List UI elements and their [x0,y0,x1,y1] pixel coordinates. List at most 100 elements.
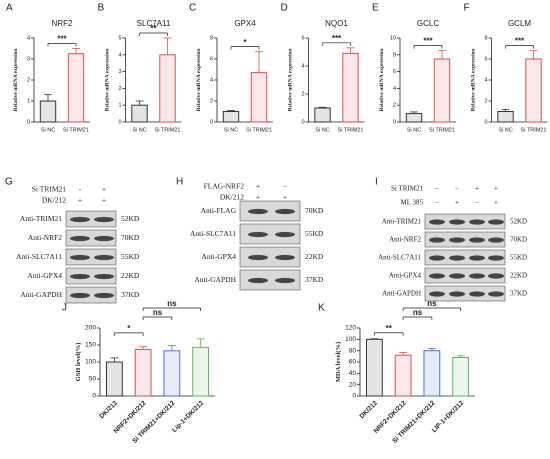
y-tick-label: 8 [484,35,487,41]
size-label: 55KD [510,254,527,262]
condition-sign: + [455,199,459,207]
y-tick-label: 2 [118,86,121,92]
blot-band [248,231,268,238]
y-tick-label: 0 [393,119,396,125]
significance-label: ns [427,299,437,308]
y-tick-label: 80 [349,347,357,354]
blot-band [248,254,268,261]
size-label: 70KD [305,206,324,215]
blot-strip [424,267,506,284]
bar [250,72,268,123]
blot-strip [65,229,117,247]
panel-letter: F [464,3,470,14]
blot-band [275,231,295,238]
condition-label: Si TRIM21 [32,185,66,194]
antibody-label: Anti-SLC7A11 [190,229,236,238]
blot-strip [65,210,117,228]
y-tick-label: 1 [118,103,121,109]
y-tick-label: 4 [393,86,396,92]
blot-band [429,219,445,225]
bar [163,350,181,397]
y-tick-label: 6 [393,69,396,75]
condition-sign: + [78,196,82,205]
blot-strip [424,285,506,302]
y-tick-label: 10 [390,35,396,41]
panel-letter: B [98,3,105,14]
bar [159,54,176,123]
x-tick-label: Si TRIM21 [246,127,272,133]
chart-title: GCLM [508,19,531,28]
y-axis-title: Relative mRNA expression [471,49,477,112]
bar [134,348,152,397]
y-tick-label: 5 [118,35,121,41]
blot-band [70,273,90,280]
size-label: 55KD [121,252,140,261]
x-tick-label: Si NC [407,127,421,133]
size-label: 55KD [305,229,324,238]
blot-band [469,273,485,279]
antibody-label: Anti-SLC7A11 [16,252,62,261]
blot-band [429,273,445,279]
condition-sign: + [256,182,260,191]
y-tick-label: 2 [301,91,304,97]
antibody-label: Anti-GAPDH [194,275,236,284]
panel-letter: H [176,177,183,188]
bar [394,354,412,397]
panel-letter: C [189,3,196,14]
condition-sign: − [283,182,287,191]
significance-label: ** [386,324,393,333]
y-axis-title: Relative mRNA expression [105,49,111,112]
significance-label: * [127,324,131,333]
condition-label: DK/212 [42,196,66,205]
blot-band [488,219,504,225]
y-tick-label: 40 [349,370,357,377]
y-tick-label: 0 [92,393,96,400]
blot-band [70,254,90,261]
blot-strip [239,223,301,245]
y-tick-label: 0 [210,119,213,125]
significance-label: ns [413,308,423,317]
y-tick-label: 1 [27,98,30,104]
y-tick-label: 3 [118,69,121,75]
y-tick-label: 4 [484,77,487,83]
blot-strip [65,248,117,266]
blot-band [70,235,90,242]
y-tick-label: 200 [85,325,96,332]
size-label: 37KD [121,290,140,299]
chart-title: NRF2 [52,19,73,28]
bar [67,53,85,123]
chart-title: NQO1 [325,19,348,28]
antibody-label: Anti-NRF2 [389,236,421,244]
antibody-label: Anti-GPX4 [201,252,236,261]
condition-sign: + [475,185,479,193]
chart-title: GCLC [417,19,439,28]
chart-title: SLC7A11 [137,19,171,28]
significance-label: *** [423,37,433,46]
bar [342,52,359,123]
condition-sign: + [494,199,498,207]
blot-band [449,219,465,225]
x-tick-label: Si TRIM21 [429,127,455,133]
y-tick-label: 6 [210,56,213,62]
x-tick-label: Si NC [498,127,512,133]
blot-strip [424,231,506,248]
antibody-label: Anti-TRIM21 [20,214,62,223]
y-tick-label: 50 [89,376,97,383]
condition-label: FLAG-NRF2 [204,182,245,191]
x-tick-label: DK/212 [358,399,379,420]
antibody-label: Anti-GAPDH [20,290,62,299]
significance-label: * [243,38,247,47]
bar [452,356,470,397]
blot-band [94,292,114,299]
blot-strip [424,213,506,230]
significance-label: *** [57,35,67,44]
y-tick-label: 0 [301,119,304,125]
blot-band [429,255,445,261]
blot-band [94,254,114,261]
size-label: 52KD [121,214,140,223]
y-tick-label: 60 [349,359,357,366]
y-tick-label: 4 [301,63,304,69]
y-tick-label: 0 [118,119,121,125]
blot-strip [424,249,506,266]
y-axis-title: Relative mRNA expression [379,49,385,112]
